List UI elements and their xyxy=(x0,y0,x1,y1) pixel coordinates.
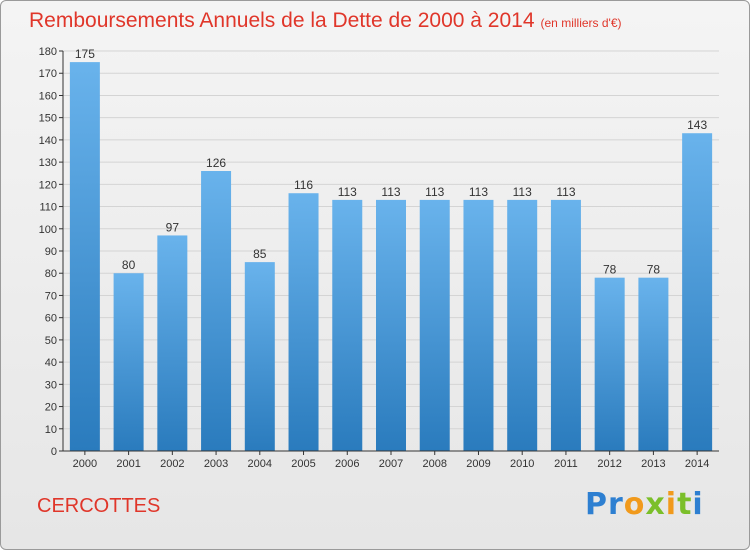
x-tick-label: 2010 xyxy=(510,458,534,470)
data-label: 113 xyxy=(556,185,575,199)
y-tick-label: 90 xyxy=(45,246,57,258)
bar xyxy=(201,171,232,451)
data-label: 80 xyxy=(122,258,136,272)
bar xyxy=(288,193,319,451)
x-tick-label: 2006 xyxy=(335,458,359,470)
y-tick-label: 110 xyxy=(39,202,57,214)
x-tick-label: 2007 xyxy=(379,458,403,470)
bar xyxy=(638,277,669,451)
bar xyxy=(376,199,406,451)
bar xyxy=(244,262,275,451)
x-tick-label: 2005 xyxy=(291,458,315,470)
y-tick-label: 50 xyxy=(45,335,57,347)
bar xyxy=(594,277,625,451)
y-tick-label: 20 xyxy=(45,402,57,414)
x-axis-ticks: 2000 2001 2002 2003 2004 2005 2006 2007 2008 2009… xyxy=(73,451,709,470)
data-label: 175 xyxy=(75,47,95,61)
bar xyxy=(113,273,144,451)
y-tick-label: 100 xyxy=(39,224,57,236)
data-label: 97 xyxy=(166,220,180,234)
y-tick-label: 70 xyxy=(45,290,57,302)
x-tick-label: 2001 xyxy=(116,458,140,470)
bar xyxy=(507,199,538,451)
axes xyxy=(62,51,719,452)
data-label: 113 xyxy=(338,185,357,199)
x-tick-label: 2012 xyxy=(597,458,621,470)
bar xyxy=(550,199,581,451)
data-label: 143 xyxy=(687,118,707,132)
x-tick-label: 2013 xyxy=(641,458,665,470)
chart-title: Remboursements Annuels de la Dette de 20… xyxy=(29,9,622,33)
chart-title-text: Remboursements Annuels de la Dette de 20… xyxy=(29,9,535,32)
bar xyxy=(157,235,188,451)
bar xyxy=(419,199,450,451)
data-label: 113 xyxy=(381,185,400,199)
x-tick-label: 2002 xyxy=(160,458,184,470)
y-tick-label: 130 xyxy=(39,157,57,169)
chart-unit: (en milliers d'€) xyxy=(540,16,622,30)
proxiti-logo: Proxiti xyxy=(585,487,704,522)
y-tick-label: 40 xyxy=(45,357,57,369)
x-tick-label: 2003 xyxy=(204,458,228,470)
x-tick-label: 2014 xyxy=(685,458,709,470)
y-axis-ticks: 0 10 20 30 40 50 60 70 80 90 100 110 120 130 140 150 160… xyxy=(39,46,63,458)
data-label: 78 xyxy=(603,263,617,277)
y-tick-label: 150 xyxy=(39,113,57,125)
data-label: 113 xyxy=(513,185,532,199)
y-tick-label: 60 xyxy=(45,313,57,325)
y-tick-label: 80 xyxy=(45,268,57,280)
bars xyxy=(69,62,713,451)
bar xyxy=(69,62,100,451)
y-tick-label: 170 xyxy=(39,68,57,80)
y-tick-label: 160 xyxy=(39,90,57,102)
y-tick-label: 10 xyxy=(45,424,57,436)
bar xyxy=(332,199,363,451)
data-label: 113 xyxy=(425,185,444,199)
data-label: 116 xyxy=(294,178,313,192)
y-tick-label: 30 xyxy=(45,379,57,391)
bar xyxy=(463,199,494,451)
x-tick-label: 2004 xyxy=(248,458,272,470)
x-tick-label: 2008 xyxy=(422,458,446,470)
town-name: CERCOTTES xyxy=(37,495,161,517)
x-tick-label: 2009 xyxy=(466,458,490,470)
y-tick-label: 180 xyxy=(39,46,57,58)
bar xyxy=(682,133,713,451)
data-label: 113 xyxy=(469,185,488,199)
data-labels: 175 80 97 126 85 116 113 113 113 113 113 113 78 78 143 xyxy=(75,47,708,277)
data-label: 126 xyxy=(206,156,226,170)
x-tick-label: 2000 xyxy=(73,458,97,470)
y-tick-label: 0 xyxy=(51,446,57,458)
x-tick-label: 2011 xyxy=(554,458,578,470)
y-tick-label: 140 xyxy=(39,135,57,147)
data-label: 78 xyxy=(647,263,661,277)
data-label: 85 xyxy=(253,247,267,261)
y-tick-label: 120 xyxy=(39,179,57,191)
